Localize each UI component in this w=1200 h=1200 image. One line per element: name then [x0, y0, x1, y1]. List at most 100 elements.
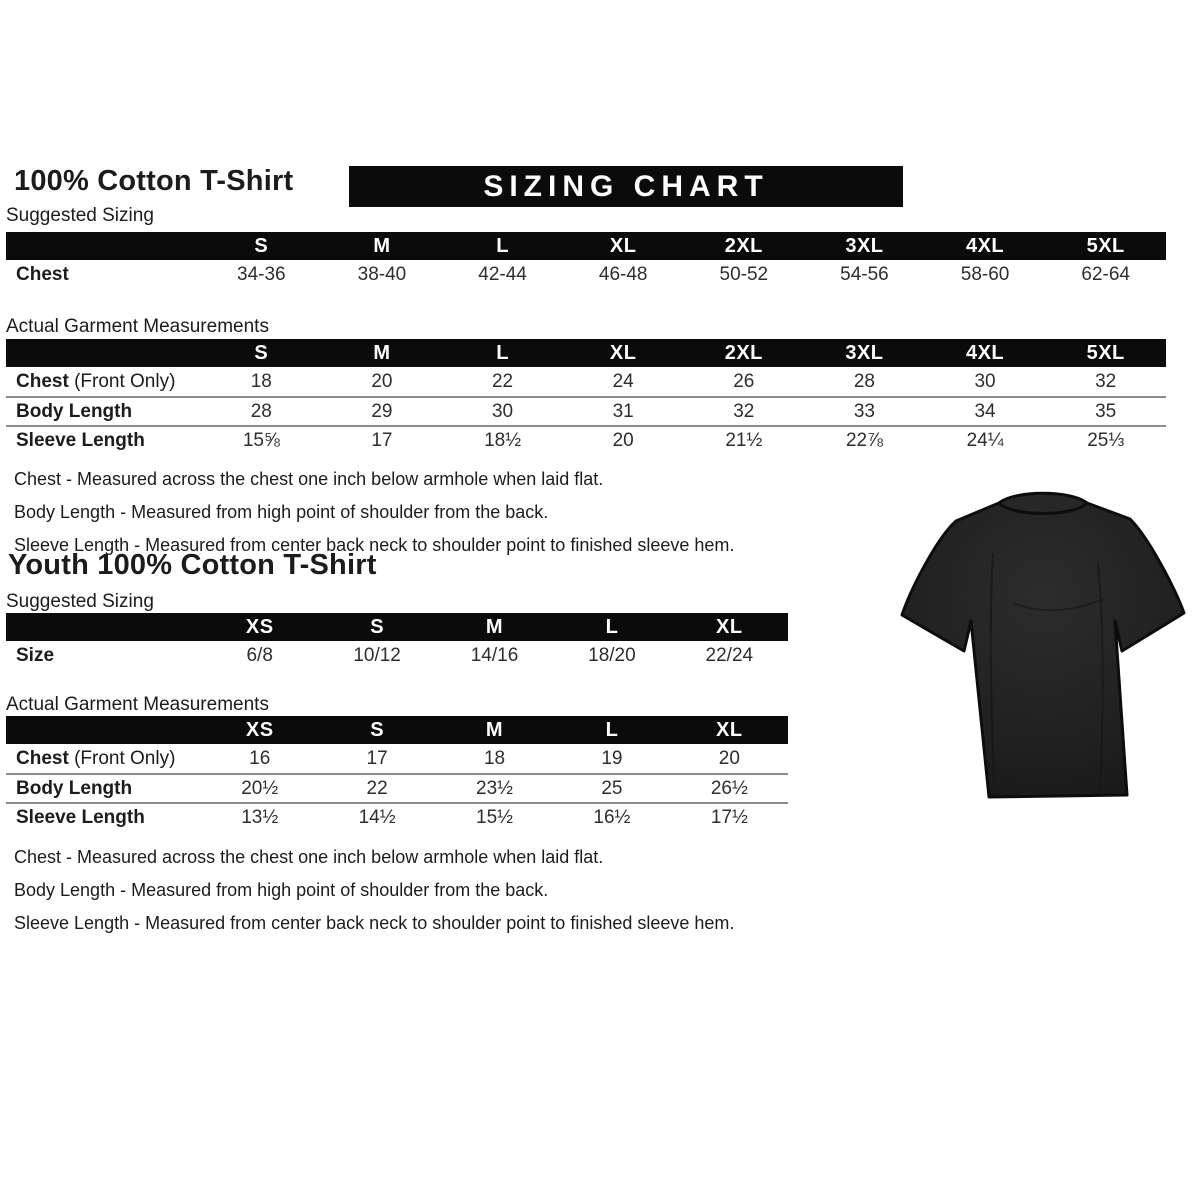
- tshirt-photo-icon: [900, 491, 1186, 799]
- column-header: XL: [716, 718, 743, 741]
- youth-actual-measurements-label: Actual Garment Measurements: [6, 694, 269, 715]
- cell-value: 18½: [484, 429, 522, 451]
- note-line: Sleeve Length - Measured from center bac…: [14, 535, 735, 555]
- table-header-row: S M L XL 2XL 3XL 4XL 5XL: [6, 339, 1166, 367]
- tshirt-body: [900, 501, 1186, 799]
- column-header: L: [605, 615, 619, 638]
- adult-suggested-sizing-table: S M L XL 2XL 3XL 4XL 5XL Chest 34-36 38-40 42-44 46-…: [6, 232, 1166, 289]
- cell-value: 17½: [710, 806, 748, 828]
- cell-value: 20: [371, 370, 393, 392]
- cell-value: 34: [974, 400, 996, 422]
- column-header: S: [370, 718, 385, 741]
- cell-value: 15½: [476, 806, 513, 828]
- cell-value: 10/12: [353, 644, 401, 666]
- cell-value: 14½: [358, 806, 396, 828]
- column-header: 2XL: [724, 341, 763, 364]
- cell-value: 15⅝: [242, 429, 280, 451]
- cell-value: 6/8: [246, 644, 273, 666]
- cell-value: 20½: [241, 777, 279, 799]
- row-label: Size: [16, 644, 55, 666]
- cell-value: 22⅞: [845, 429, 883, 451]
- cell-value: 30: [974, 370, 996, 392]
- youth-suggested-sizing-label: Suggested Sizing: [6, 591, 154, 612]
- note-line: Chest - Measured across the chest one in…: [14, 847, 604, 867]
- adult-suggested-sizing-label: Suggested Sizing: [6, 205, 154, 226]
- cell-value: 24¼: [966, 429, 1004, 451]
- cell-value: 35: [1095, 400, 1117, 422]
- note-line: Chest - Measured across the chest one in…: [14, 469, 604, 489]
- youth-measurement-notes: Chest - Measured across the chest one in…: [14, 841, 734, 940]
- row-label: Chest (Front Only): [16, 747, 176, 769]
- table-row: Chest (Front Only) 18 20 22 24 26 28 30 32: [6, 367, 1166, 396]
- tshirt-collar: [997, 491, 1089, 515]
- cell-value: 26: [733, 370, 755, 392]
- cell-value: 30: [491, 400, 514, 422]
- cell-value: 38-40: [357, 263, 407, 285]
- cell-value: 62-64: [1081, 263, 1130, 285]
- cell-value: 32: [733, 400, 755, 422]
- table-row: Body Length 20½ 22 23½ 25 26½: [6, 773, 788, 802]
- cell-value: 20: [718, 747, 740, 769]
- adult-actual-measurements-table: S M L XL 2XL 3XL 4XL 5XL Chest (Front Only) 18 20 2…: [6, 339, 1166, 454]
- column-header: S: [254, 234, 269, 257]
- cell-value: 19: [601, 747, 623, 769]
- cell-value: 17: [366, 747, 388, 769]
- note-line: Body Length - Measured from high point o…: [14, 502, 549, 522]
- cell-value: 22: [366, 777, 388, 799]
- sizing-chart-banner-label: SIZING CHART: [483, 169, 769, 203]
- column-header: M: [485, 718, 504, 741]
- cell-value: 13½: [241, 806, 279, 828]
- row-label: Sleeve Length: [16, 429, 145, 451]
- table-row: Size 6/8 10/12 14/16 18/20 22/24: [6, 641, 788, 670]
- row-label: Chest: [16, 263, 69, 285]
- column-header: 2XL: [724, 234, 763, 257]
- note-line: Sleeve Length - Measured from center bac…: [14, 913, 735, 933]
- tshirt-wrinkle-chest: [1012, 598, 1106, 612]
- table-header-row: XS S M L XL: [6, 716, 788, 744]
- cell-value: 54-56: [840, 263, 889, 285]
- cell-value: 58-60: [960, 263, 1010, 285]
- column-header: M: [373, 234, 391, 257]
- cell-value: 25: [601, 777, 623, 799]
- cell-value: 29: [371, 400, 393, 422]
- cell-value: 22/24: [705, 644, 754, 666]
- column-header: S: [254, 341, 269, 364]
- table-row: Sleeve Length 13½ 14½ 15½ 16½ 17½: [6, 802, 788, 831]
- column-header: XL: [716, 615, 743, 638]
- column-header: 3XL: [845, 234, 884, 257]
- column-header: XS: [245, 615, 274, 638]
- cell-value: 46-48: [598, 263, 648, 285]
- cell-value: 18: [250, 370, 272, 392]
- table-row: Chest 34-36 38-40 42-44 46-48 50-52 54-56 58-60…: [6, 260, 1166, 289]
- cell-value: 16: [249, 747, 271, 769]
- cell-value: 23½: [476, 777, 513, 799]
- table-header-row: XS S M L XL: [6, 613, 788, 641]
- cell-value: 22: [491, 370, 514, 392]
- column-header: XL: [609, 341, 637, 364]
- column-header: XL: [609, 234, 637, 257]
- cell-value: 26½: [710, 777, 748, 799]
- table-row: Chest (Front Only) 16 17 18 19 20: [6, 744, 788, 773]
- column-header: 4XL: [965, 341, 1005, 364]
- column-header: 3XL: [845, 341, 884, 364]
- column-header: M: [373, 341, 391, 364]
- sizing-chart-banner: SIZING CHART: [349, 166, 903, 207]
- cell-value: 20: [612, 429, 634, 451]
- tshirt-wrinkle-left: [989, 552, 995, 784]
- cell-value: 31: [612, 400, 634, 422]
- cell-value: 28: [853, 370, 875, 392]
- cell-value: 50-52: [719, 263, 769, 285]
- cell-value: 14/16: [470, 644, 519, 666]
- cell-value: 21½: [725, 429, 763, 451]
- row-label: Body Length: [16, 777, 133, 799]
- column-header: L: [496, 341, 509, 364]
- adult-measurement-notes: Chest - Measured across the chest one in…: [14, 463, 734, 562]
- column-header: L: [496, 234, 509, 257]
- cell-value: 16½: [593, 806, 631, 828]
- cell-value: 42-44: [478, 263, 527, 285]
- table-row: Body Length 28 29 30 31 32 33 34 35: [6, 396, 1166, 425]
- youth-actual-measurements-table: XS S M L XL Chest (Front Only) 16 17 18 19 20 Body …: [6, 716, 788, 831]
- column-header: 5XL: [1086, 341, 1125, 364]
- column-header: M: [485, 615, 504, 638]
- youth-section-title: Youth 100% Cotton T-Shirt: [8, 549, 377, 581]
